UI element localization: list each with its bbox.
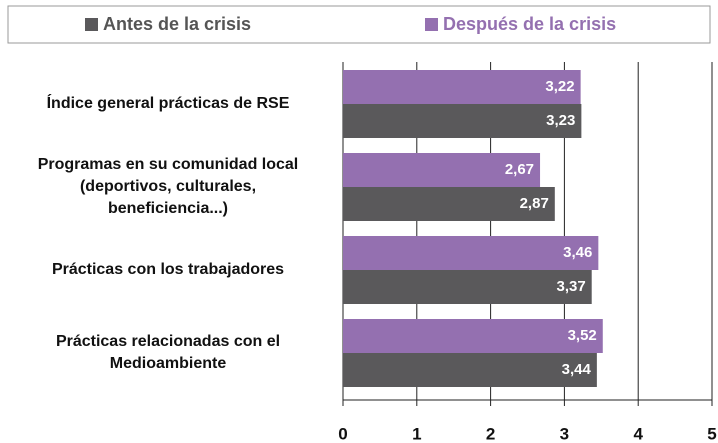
value-label: 3,37 bbox=[557, 278, 586, 295]
value-label: 3,46 bbox=[563, 244, 592, 261]
x-tick-label: 3 bbox=[560, 424, 569, 443]
category-label: Prácticas con los trabajadores bbox=[51, 261, 285, 278]
category-label: Prácticas relacionadas con el Medioambie… bbox=[55, 333, 281, 372]
legend-swatch bbox=[425, 18, 438, 31]
bar bbox=[343, 353, 597, 387]
bar bbox=[343, 270, 592, 304]
value-label: 2,87 bbox=[520, 195, 549, 212]
legend-swatch bbox=[85, 18, 98, 31]
legend-box bbox=[7, 5, 711, 44]
category-label: Programas en su comunidad local (deporti… bbox=[37, 156, 299, 217]
bar bbox=[343, 187, 555, 221]
value-label: 3,52 bbox=[568, 327, 597, 344]
x-tick-label: 2 bbox=[486, 424, 495, 443]
x-tick-label: 1 bbox=[412, 424, 421, 443]
value-label: 3,22 bbox=[545, 78, 574, 95]
value-label: 3,23 bbox=[546, 112, 575, 129]
bar bbox=[343, 153, 541, 187]
bar bbox=[343, 319, 603, 353]
bar bbox=[343, 236, 599, 270]
category-label: Índice general prácticas de RSE bbox=[46, 95, 290, 112]
legend-label: Después de la crisis bbox=[443, 14, 616, 34]
bar bbox=[343, 104, 582, 138]
value-label: 3,44 bbox=[562, 361, 592, 378]
bar bbox=[343, 70, 581, 104]
x-tick-label: 0 bbox=[338, 424, 347, 443]
x-tick-label: 5 bbox=[707, 424, 716, 443]
legend-label: Antes de la crisis bbox=[103, 14, 251, 34]
x-tick-label: 4 bbox=[633, 424, 643, 443]
value-label: 2,67 bbox=[505, 161, 534, 178]
